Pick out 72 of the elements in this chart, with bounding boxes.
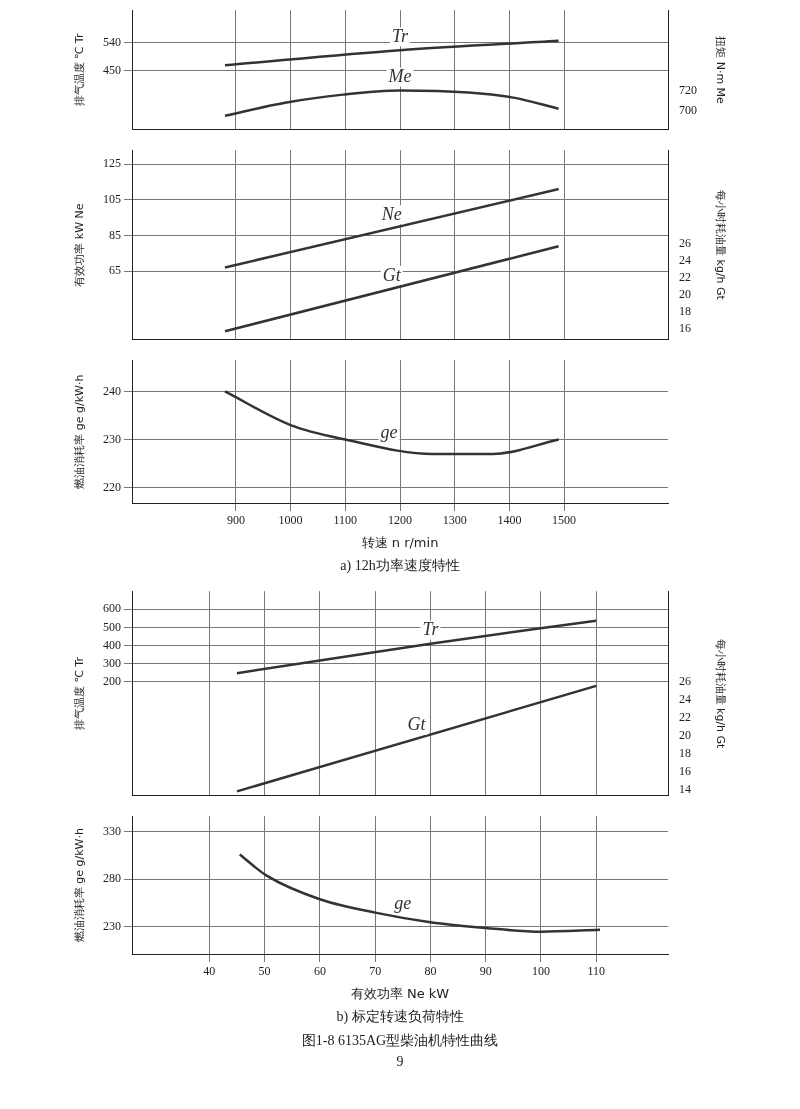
x-tick-label: 1100 xyxy=(333,513,358,528)
line-series xyxy=(223,390,560,456)
y-axis-title: 燃油消耗率 ge g/kW·h xyxy=(73,828,87,943)
y-tick-label: 300 xyxy=(103,655,121,670)
y2-axis-title: 每小时耗油量 kg/h Gt xyxy=(713,638,727,750)
y-tick-label: 400 xyxy=(103,637,121,652)
y-axis-title: 排气温度 ℃ Tr xyxy=(73,33,87,107)
y2-axis-title: 扭矩 N·m Me xyxy=(713,36,727,105)
y-tick-label: 230 xyxy=(103,431,121,446)
series-label: Me xyxy=(387,66,412,87)
series-label: Gt xyxy=(407,714,427,735)
y-axis-title: 燃油消耗率 ge g/kW·h xyxy=(73,374,87,489)
y-tick-label: 240 xyxy=(103,383,121,398)
y2-tick-label: 24 xyxy=(679,692,691,707)
line-series xyxy=(238,853,602,933)
y2-axis-title: 每小时耗油量 kg/h Gt xyxy=(713,190,727,301)
series-label: Ne xyxy=(380,203,402,224)
y2-tick-label: 720 xyxy=(679,82,697,97)
x-tick-label: 110 xyxy=(587,964,605,979)
x-axis-title: 有效功率 Ne kW xyxy=(350,985,450,1001)
x-tick-label: 40 xyxy=(203,964,216,979)
y2-tick-label: 18 xyxy=(679,303,691,318)
x-tick-label: 70 xyxy=(369,964,382,979)
y2-tick-label: 18 xyxy=(679,745,691,760)
y2-tick-label: 20 xyxy=(679,728,691,743)
series-label: Tr xyxy=(391,26,409,46)
y-tick-label: 125 xyxy=(103,156,121,171)
y-tick-label: 600 xyxy=(103,601,121,616)
series-label: Tr xyxy=(422,619,440,640)
y2-tick-label: 16 xyxy=(679,320,691,335)
y2-tick-label: 20 xyxy=(679,286,691,301)
x-tick-label: 900 xyxy=(226,513,245,528)
x-tick-label: 1400 xyxy=(497,513,522,528)
x-tick-label: 1500 xyxy=(552,513,577,528)
y-tick-label: 200 xyxy=(103,673,121,688)
y-tick-label: 280 xyxy=(103,871,121,886)
y2-tick-label: 22 xyxy=(679,269,691,284)
y-tick-label: 65 xyxy=(109,263,121,278)
y-axis-title: 排气温度 ℃ Tr xyxy=(73,656,87,730)
y-axis-title: 有效功率 kW Ne xyxy=(73,203,87,287)
x-tick-label: 1000 xyxy=(278,513,303,528)
y2-tick-label: 14 xyxy=(679,781,691,796)
text: 9 xyxy=(395,1054,405,1070)
y2-tick-label: 22 xyxy=(679,710,691,725)
x-axis-title: 转速 n r/min xyxy=(361,534,439,550)
y2-tick-label: 26 xyxy=(679,235,691,250)
x-tick-label: 1300 xyxy=(442,513,467,528)
text: b) 标定转速负荷特性 xyxy=(335,1008,465,1026)
x-tick-label: 100 xyxy=(531,964,550,979)
series-label: Gt xyxy=(382,264,402,285)
y-tick-label: 85 xyxy=(109,227,121,242)
y2-tick-label: 26 xyxy=(679,674,691,689)
y-tick-label: 105 xyxy=(103,191,121,206)
x-tick-label: 80 xyxy=(424,964,437,979)
x-tick-label: 1200 xyxy=(388,513,412,528)
text: a) 12h功率速度特性 xyxy=(339,557,461,575)
y2-tick-label: 24 xyxy=(679,252,691,267)
y-tick-label: 230 xyxy=(103,919,121,934)
caption: 图1-8 6135AG型柴油机特性曲线 xyxy=(300,1032,500,1050)
x-tick-label: 60 xyxy=(313,964,326,979)
y2-tick-label: 700 xyxy=(679,102,697,117)
y-tick-label: 450 xyxy=(103,62,121,77)
line-series xyxy=(223,89,560,117)
y-tick-label: 540 xyxy=(103,35,121,50)
x-tick-label: 90 xyxy=(479,964,492,979)
y-tick-label: 330 xyxy=(103,823,121,838)
series-label: ge xyxy=(380,422,398,443)
y-tick-label: 220 xyxy=(103,479,121,494)
x-tick-label: 50 xyxy=(258,964,271,979)
y-tick-label: 500 xyxy=(103,619,121,634)
y2-tick-label: 16 xyxy=(679,763,691,778)
series-label: ge xyxy=(394,893,412,914)
